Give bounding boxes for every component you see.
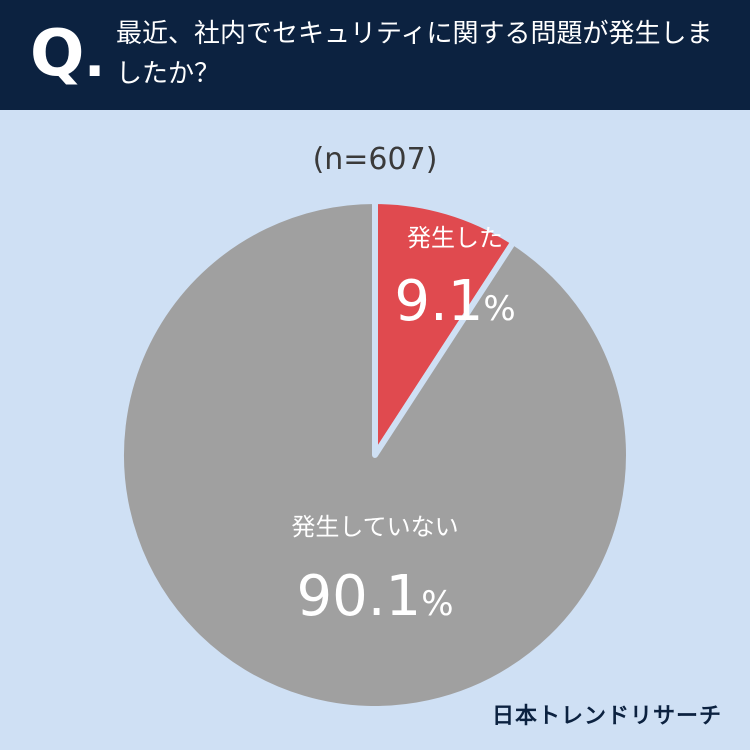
slice-value-0: 9.1% [394,269,515,334]
pie-slice-0 [372,198,517,458]
pie-slice-1 [118,198,632,712]
question-text: 最近、社内でセキュリティに関する問題が発生しましたか？ [116,19,713,89]
slice-label-1: 発生していない [291,513,458,541]
q-label: Q [30,17,85,91]
slice-value-1: 90.1% [297,564,454,629]
brand-logo: 日本トレンドリサーチ [491,704,722,729]
q-dot: . [84,25,106,90]
sample-size: (n=607) [312,142,438,177]
question-header: Q . 最近、社内でセキュリティに関する問題が発生しましたか？ [0,0,750,110]
slice-label-0: 発生した [407,224,503,252]
